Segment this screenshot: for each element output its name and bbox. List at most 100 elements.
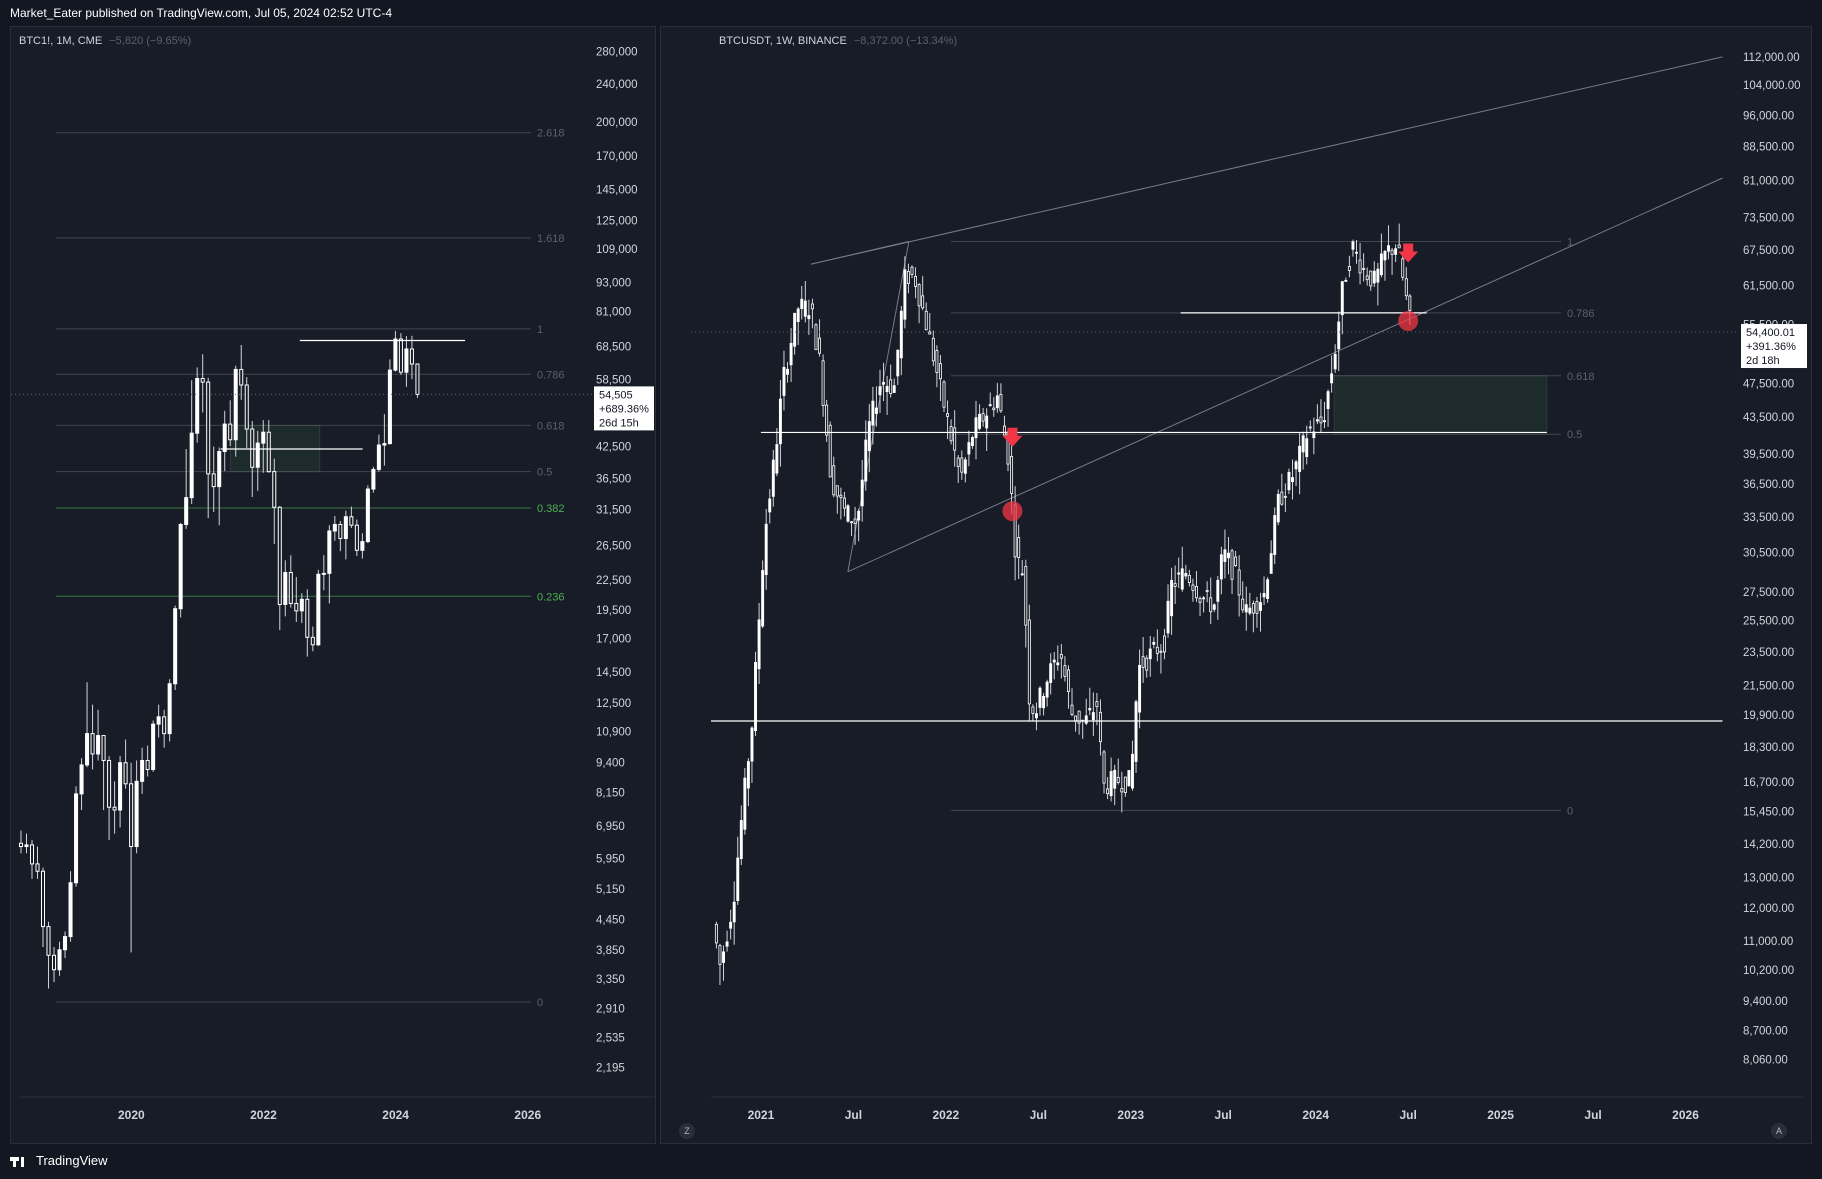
candle [1312,417,1316,455]
price-axis-tick: 39,500.00 [1743,449,1794,461]
candle [46,921,51,989]
candle [1230,548,1234,595]
candle [1255,596,1259,628]
fib-level-label: 0.236 [537,591,565,603]
candle [828,421,832,478]
candle [349,506,354,529]
candle [1180,546,1184,592]
candle [946,400,950,440]
time-axis-tick: 2026 [514,1108,541,1122]
candle [217,447,222,526]
candle [1390,247,1394,275]
chart-panel-right[interactable]: BTCUSDT, 1W, BINANCE −8,372.00 (−13.34%)… [660,26,1812,1144]
candle [1308,420,1312,432]
candle [1355,240,1358,264]
candle [145,745,150,777]
candle [821,354,825,417]
candle [832,456,836,498]
candle [415,363,420,398]
candle [1291,459,1294,500]
fib-level-label: 0.786 [1567,308,1595,320]
price-axis-tick: 26,500 [596,541,631,553]
price-axis-tick: 125,000 [596,215,638,227]
candle [195,367,200,443]
footer-brand[interactable]: TradingView [10,1153,108,1168]
price-axis-tick: 33,500.00 [1743,512,1794,524]
candle [1020,560,1024,576]
price-axis-tick: 8,150 [596,788,625,800]
candle [860,459,864,522]
fib-level-label: 1 [537,324,543,336]
candle [825,399,829,442]
candle [974,400,978,460]
candle [917,283,921,324]
auto-scale-z-button[interactable]: Z [679,1123,695,1139]
time-axis-tick: 2023 [1117,1108,1144,1122]
chart-panel-left[interactable]: BTC1!, 1M, CME −5,820 (−9.65%) 280,000 24… [10,26,656,1144]
fib-level-label: 1 [1567,236,1573,248]
candle [835,485,839,514]
symbol-name: BTC1! [19,35,51,47]
candle [1276,489,1280,526]
price-axis-tick: 19,900.00 [1743,710,1794,722]
candle [305,589,310,657]
candle [1205,581,1209,603]
candle [1159,644,1163,674]
price-axis-tick: 81,000.00 [1743,175,1794,187]
candle [970,435,974,449]
price-axis-tick: 31,500 [596,504,631,516]
candle [1209,577,1213,625]
symbol-exchange: CME [77,35,103,47]
candle [255,430,260,491]
candle [1095,692,1099,726]
candle [1066,665,1070,709]
candle [1045,679,1049,707]
candle [1056,645,1060,671]
candle [283,560,288,617]
candlestick-chart-btcusdt[interactable]: 112,000.00104,000.0096,000.0088,500.0081… [661,27,1813,1145]
symbol-legend[interactable]: BTC1!, 1M, CME −5,820 (−9.65%) [19,35,192,47]
candle [1401,253,1405,281]
candle [1070,688,1074,717]
candle [810,298,814,329]
candle [1031,704,1035,721]
auto-scale-a-button[interactable]: A [1771,1123,1787,1139]
candle [184,449,189,529]
candle [764,508,768,590]
supply-demand-zone [1333,375,1548,435]
candle [981,408,985,427]
candle [739,805,743,866]
candle [1127,770,1131,787]
symbol-interval: 1W [775,35,792,47]
candle [1287,468,1291,495]
candle [1369,270,1373,291]
candle [1404,267,1408,301]
candle [338,520,343,552]
candle [228,400,233,447]
candle [1301,431,1305,470]
candle [1319,399,1323,433]
candle [1123,776,1127,797]
symbol-name: BTCUSDT [719,35,770,47]
price-axis-tick: 23,500.00 [1743,647,1794,659]
candle [1365,267,1369,286]
candle [90,704,95,770]
time-axis-tick: Jul [845,1108,862,1122]
candle [1394,244,1398,263]
brand-name: TradingView [36,1153,108,1168]
candlestick-chart-btc1[interactable]: 280,000 240,000 200,000 170,000 145,000 125,0… [11,27,657,1145]
candle [935,345,939,388]
candle [775,427,779,477]
candle [134,760,139,854]
candle [206,377,211,519]
price-axis-tick: 145,000 [596,184,638,196]
candle [272,458,277,544]
candle [985,408,989,451]
candle [754,651,757,737]
symbol-legend[interactable]: BTCUSDT, 1W, BINANCE −8,372.00 (−13.34%) [719,35,958,47]
candle [1323,401,1326,429]
price-axis-tick: 5,150 [596,884,625,896]
candle [938,355,942,402]
price-axis-tick: 2,535 [596,1032,625,1044]
candle [903,256,907,329]
